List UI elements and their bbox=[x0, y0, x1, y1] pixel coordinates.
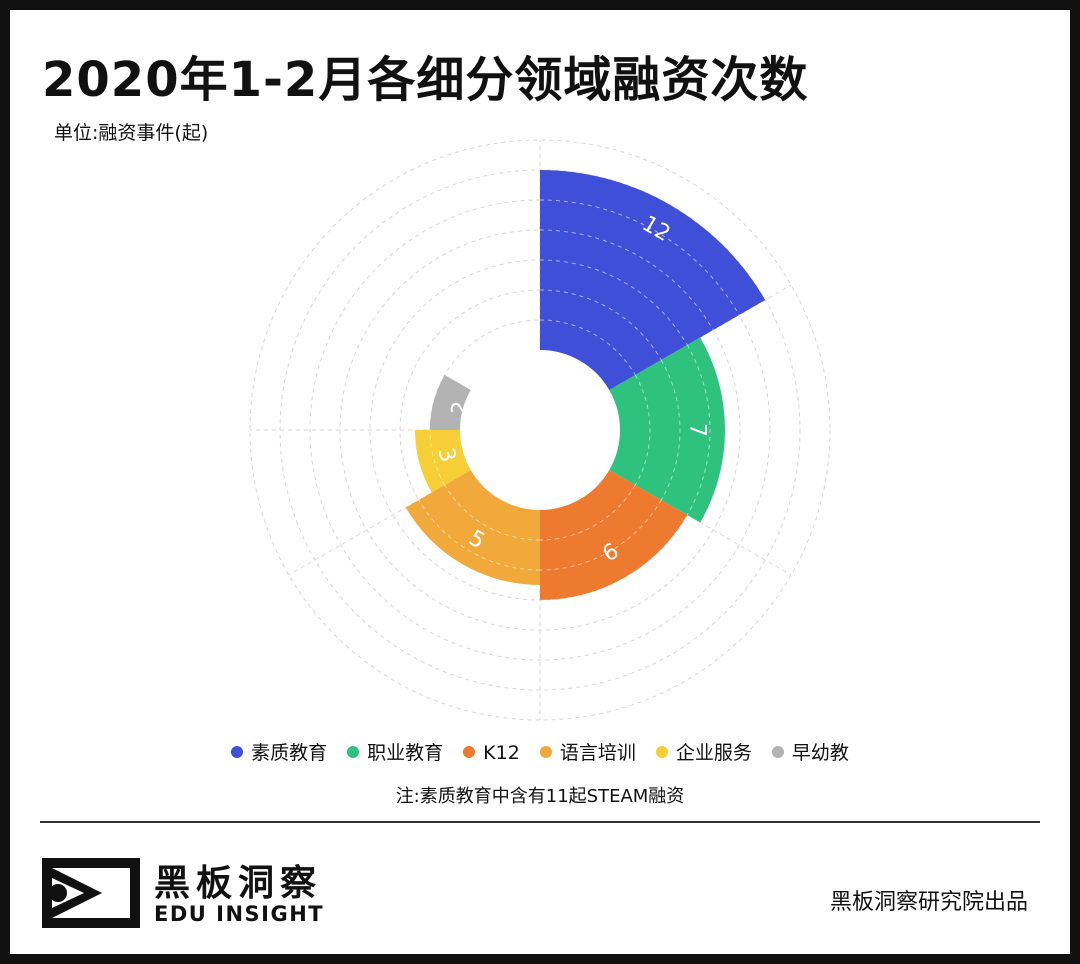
brand-logo: 黑板洞察 EDU INSIGHT bbox=[42, 852, 332, 936]
chart-legend: 素质教育 职业教育 K12 语言培训 企业服务 早幼教 bbox=[10, 738, 1070, 765]
legend-item: 素质教育 bbox=[231, 738, 327, 765]
legend-label: K12 bbox=[483, 742, 520, 764]
rose-sector bbox=[540, 470, 688, 600]
legend-dot-icon bbox=[347, 746, 360, 758]
legend-label: 早幼教 bbox=[791, 742, 849, 764]
legend-dot-icon bbox=[771, 746, 784, 758]
rose-sector bbox=[430, 375, 471, 430]
legend-dot-icon bbox=[539, 746, 552, 758]
sector-grid-ring bbox=[660, 359, 681, 501]
sector-grid-ring bbox=[686, 344, 711, 516]
sector-grid-ring bbox=[539, 499, 662, 571]
sector-grid-ring bbox=[539, 319, 636, 376]
unit-label: 单位:融资事件(起) bbox=[54, 122, 209, 144]
sector-grid-ring bbox=[539, 484, 636, 541]
chart-inner-grid bbox=[418, 199, 740, 571]
sector-grid-ring bbox=[444, 484, 541, 541]
legend-dot-icon bbox=[231, 746, 244, 758]
legend-dot-icon bbox=[463, 746, 476, 758]
logo-text-en: EDU INSIGHT bbox=[154, 902, 325, 926]
sector-grid-ring bbox=[539, 259, 688, 346]
rose-sector bbox=[540, 170, 766, 390]
logo-text-cn: 黑板洞察 bbox=[154, 863, 323, 904]
sector-grid-ring bbox=[539, 229, 714, 331]
grid-ring bbox=[249, 139, 831, 721]
sector-grid-ring bbox=[418, 499, 541, 571]
sector-grid-ring bbox=[634, 374, 651, 486]
value-label: 7 bbox=[685, 423, 710, 437]
value-label: 2 bbox=[447, 399, 475, 419]
credit-text: 黑板洞察研究院出品 bbox=[829, 890, 1028, 915]
page-title: 2020年1-2月各细分领域融资次数 bbox=[42, 52, 809, 108]
sector-grid-ring bbox=[539, 199, 740, 316]
eye-logo-icon bbox=[42, 858, 140, 928]
divider bbox=[40, 821, 1040, 823]
legend-item: 企业服务 bbox=[655, 738, 752, 765]
legend-label: 企业服务 bbox=[675, 742, 752, 764]
sector-grid-ring bbox=[539, 289, 662, 361]
legend-dot-icon bbox=[655, 746, 668, 758]
legend-label: 语言培训 bbox=[559, 742, 636, 764]
legend-label: 素质教育 bbox=[251, 742, 328, 764]
rose-sector bbox=[609, 337, 725, 523]
rose-sector bbox=[415, 430, 471, 493]
legend-item: 语言培训 bbox=[539, 738, 636, 765]
legend-item: 早幼教 bbox=[771, 738, 849, 765]
legend-item: 职业教育 bbox=[347, 738, 443, 765]
value-label: 3 bbox=[432, 445, 460, 465]
rose-sector bbox=[405, 470, 540, 585]
legend-item: K12 bbox=[463, 742, 520, 764]
footnote: 注:素质教育中含有11起STEAM融资 bbox=[395, 786, 685, 807]
legend-label: 职业教育 bbox=[367, 742, 444, 764]
chart-sectors bbox=[405, 170, 766, 600]
